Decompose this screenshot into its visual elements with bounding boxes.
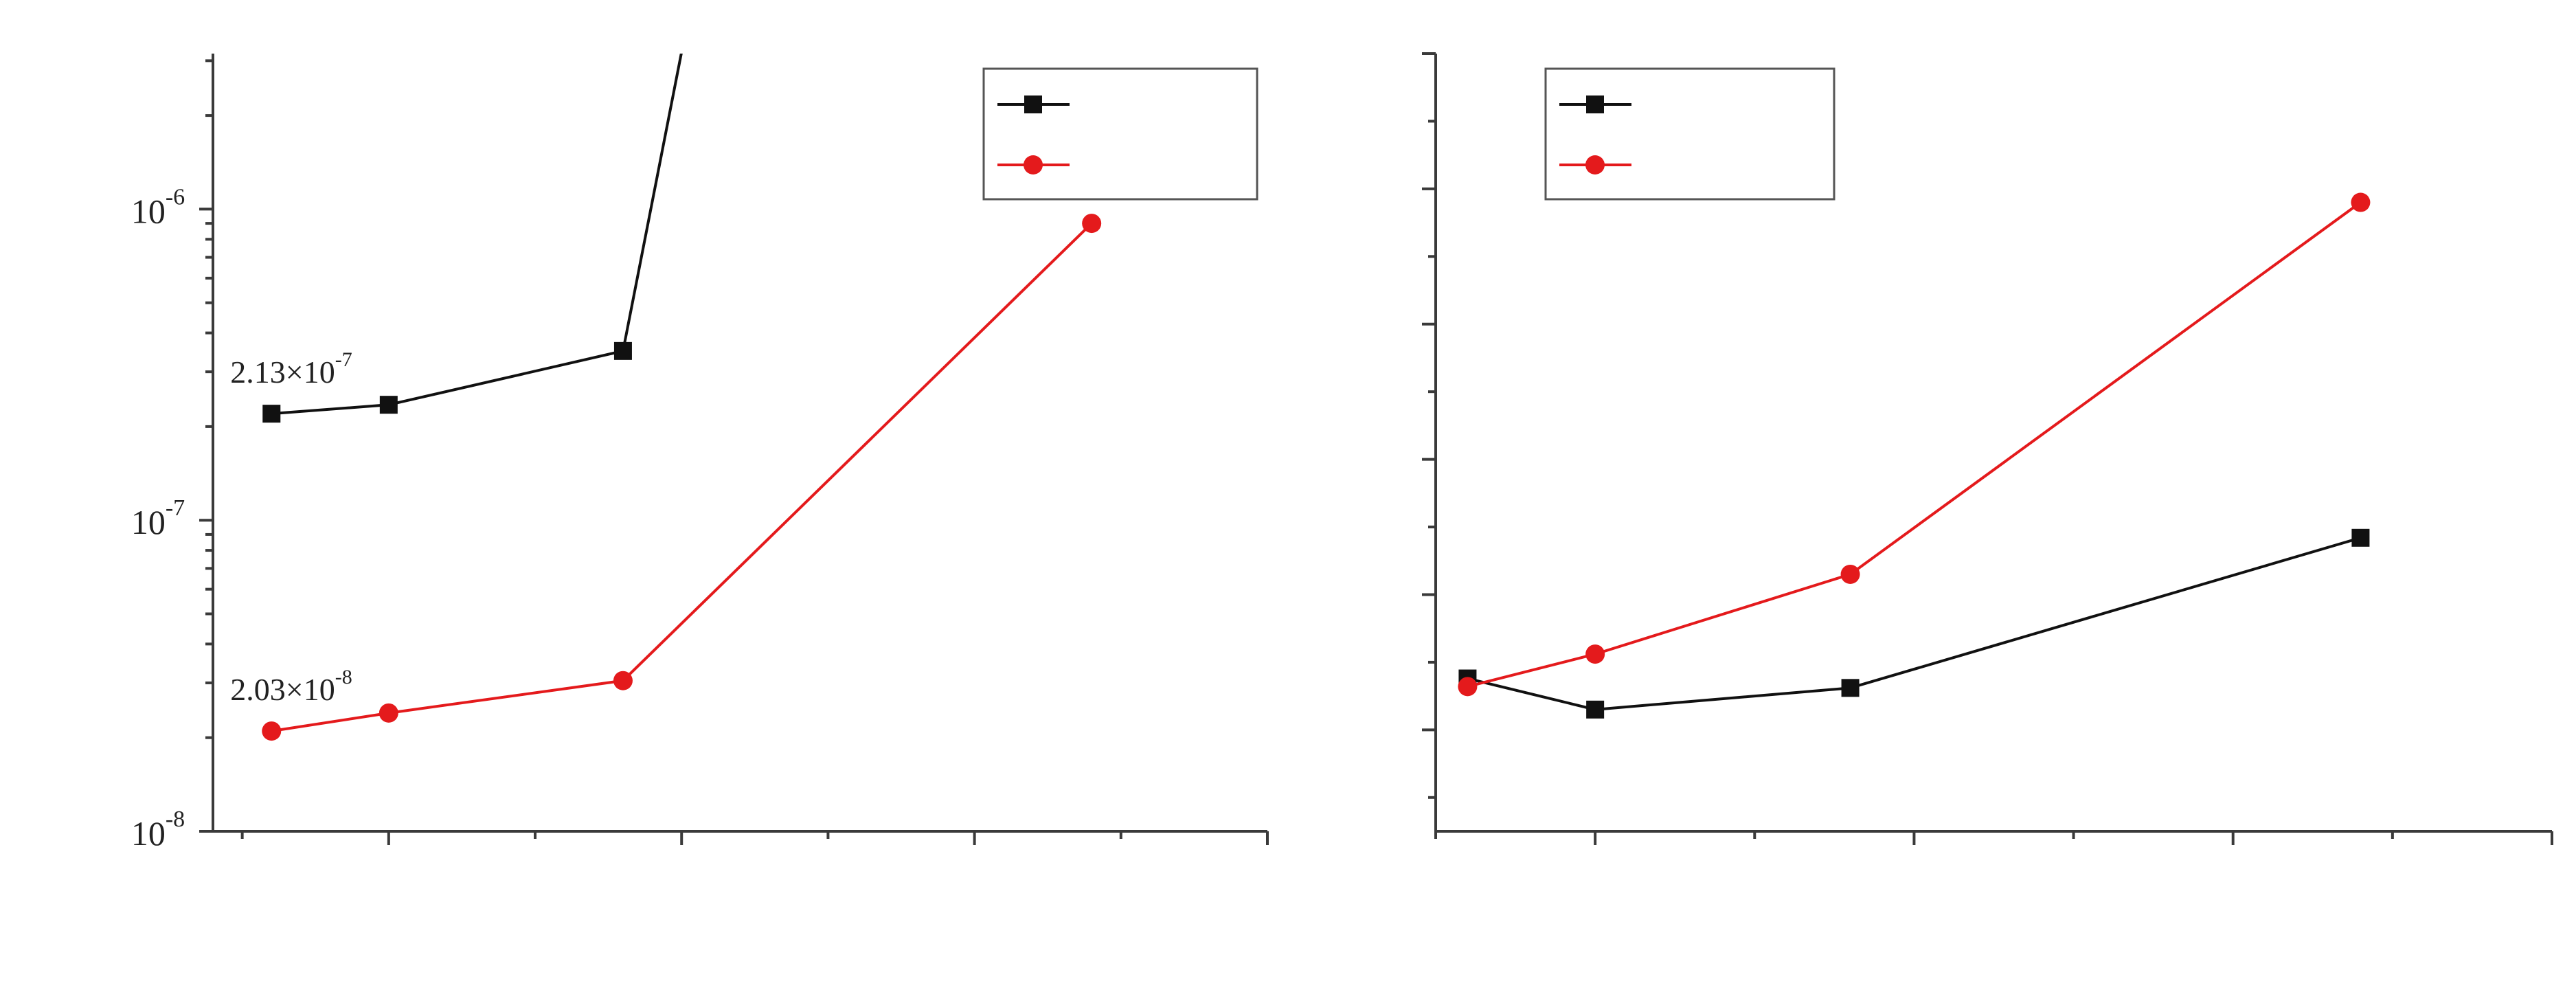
legend-box-b xyxy=(1544,67,1835,201)
value-annotation-a-exponent: -8 xyxy=(335,666,352,688)
data-point-C,480s xyxy=(1585,644,1605,664)
y-tick-label-a: 10-6 xyxy=(131,184,185,230)
value-annotation-a: 2.03×10-8 xyxy=(230,666,352,707)
series-line-C,480s xyxy=(1467,201,2362,688)
value-annotation-a-base: 2.03×10 xyxy=(230,672,335,707)
data-point-C,480s xyxy=(2351,192,2371,212)
y-tick-label-a-exponent: -8 xyxy=(166,807,185,832)
data-point-C,270s xyxy=(1586,700,1605,719)
legend-marker-t=270s xyxy=(1024,95,1042,113)
data-point-t=480s xyxy=(262,721,282,741)
y-tick-label-a-base: 10 xyxy=(131,192,166,230)
data-point-C,270s xyxy=(2351,528,2370,547)
value-annotation-a-base: 2.13×10 xyxy=(230,355,335,390)
legend-marker-C,480s xyxy=(1585,155,1605,175)
legend-box-a xyxy=(982,67,1258,201)
y-tick-label-a-base: 10 xyxy=(131,503,166,541)
y-tick-label-a: 10-7 xyxy=(131,495,185,541)
data-point-t=480s xyxy=(613,671,633,690)
plot-area-a xyxy=(262,54,1102,741)
series-line-t=480s xyxy=(271,222,1093,733)
y-tick-label-a-exponent: -6 xyxy=(166,184,185,210)
data-point-t=270s xyxy=(262,405,281,423)
legend-a xyxy=(982,67,1258,201)
data-point-t=270s xyxy=(379,396,398,414)
series-line-C,270s xyxy=(1467,536,2361,711)
y-tick-label-a: 10-8 xyxy=(131,807,185,853)
data-point-C,480s xyxy=(1840,564,1860,584)
data-point-C,480s xyxy=(1458,677,1478,697)
data-point-t=270s xyxy=(613,341,632,360)
value-annotation-a: 2.13×10-7 xyxy=(230,348,352,390)
y-tick-label-a-base: 10 xyxy=(131,814,166,853)
data-point-t=480s xyxy=(1082,214,1102,234)
chart-panel-b xyxy=(1422,52,2553,845)
legend-b xyxy=(1544,67,1835,201)
value-annotation-a-exponent: -7 xyxy=(335,348,352,371)
y-tick-label-a-exponent: -7 xyxy=(166,495,185,521)
chart-panel-a: 10-810-710-62.13×10-72.03×10-8 xyxy=(131,54,1269,853)
legend-marker-C,270s xyxy=(1586,95,1604,113)
legend-marker-t=480s xyxy=(1024,155,1043,175)
data-point-t=480s xyxy=(379,703,398,723)
series-line-t=270s xyxy=(271,54,683,416)
data-point-C,270s xyxy=(1841,679,1860,697)
